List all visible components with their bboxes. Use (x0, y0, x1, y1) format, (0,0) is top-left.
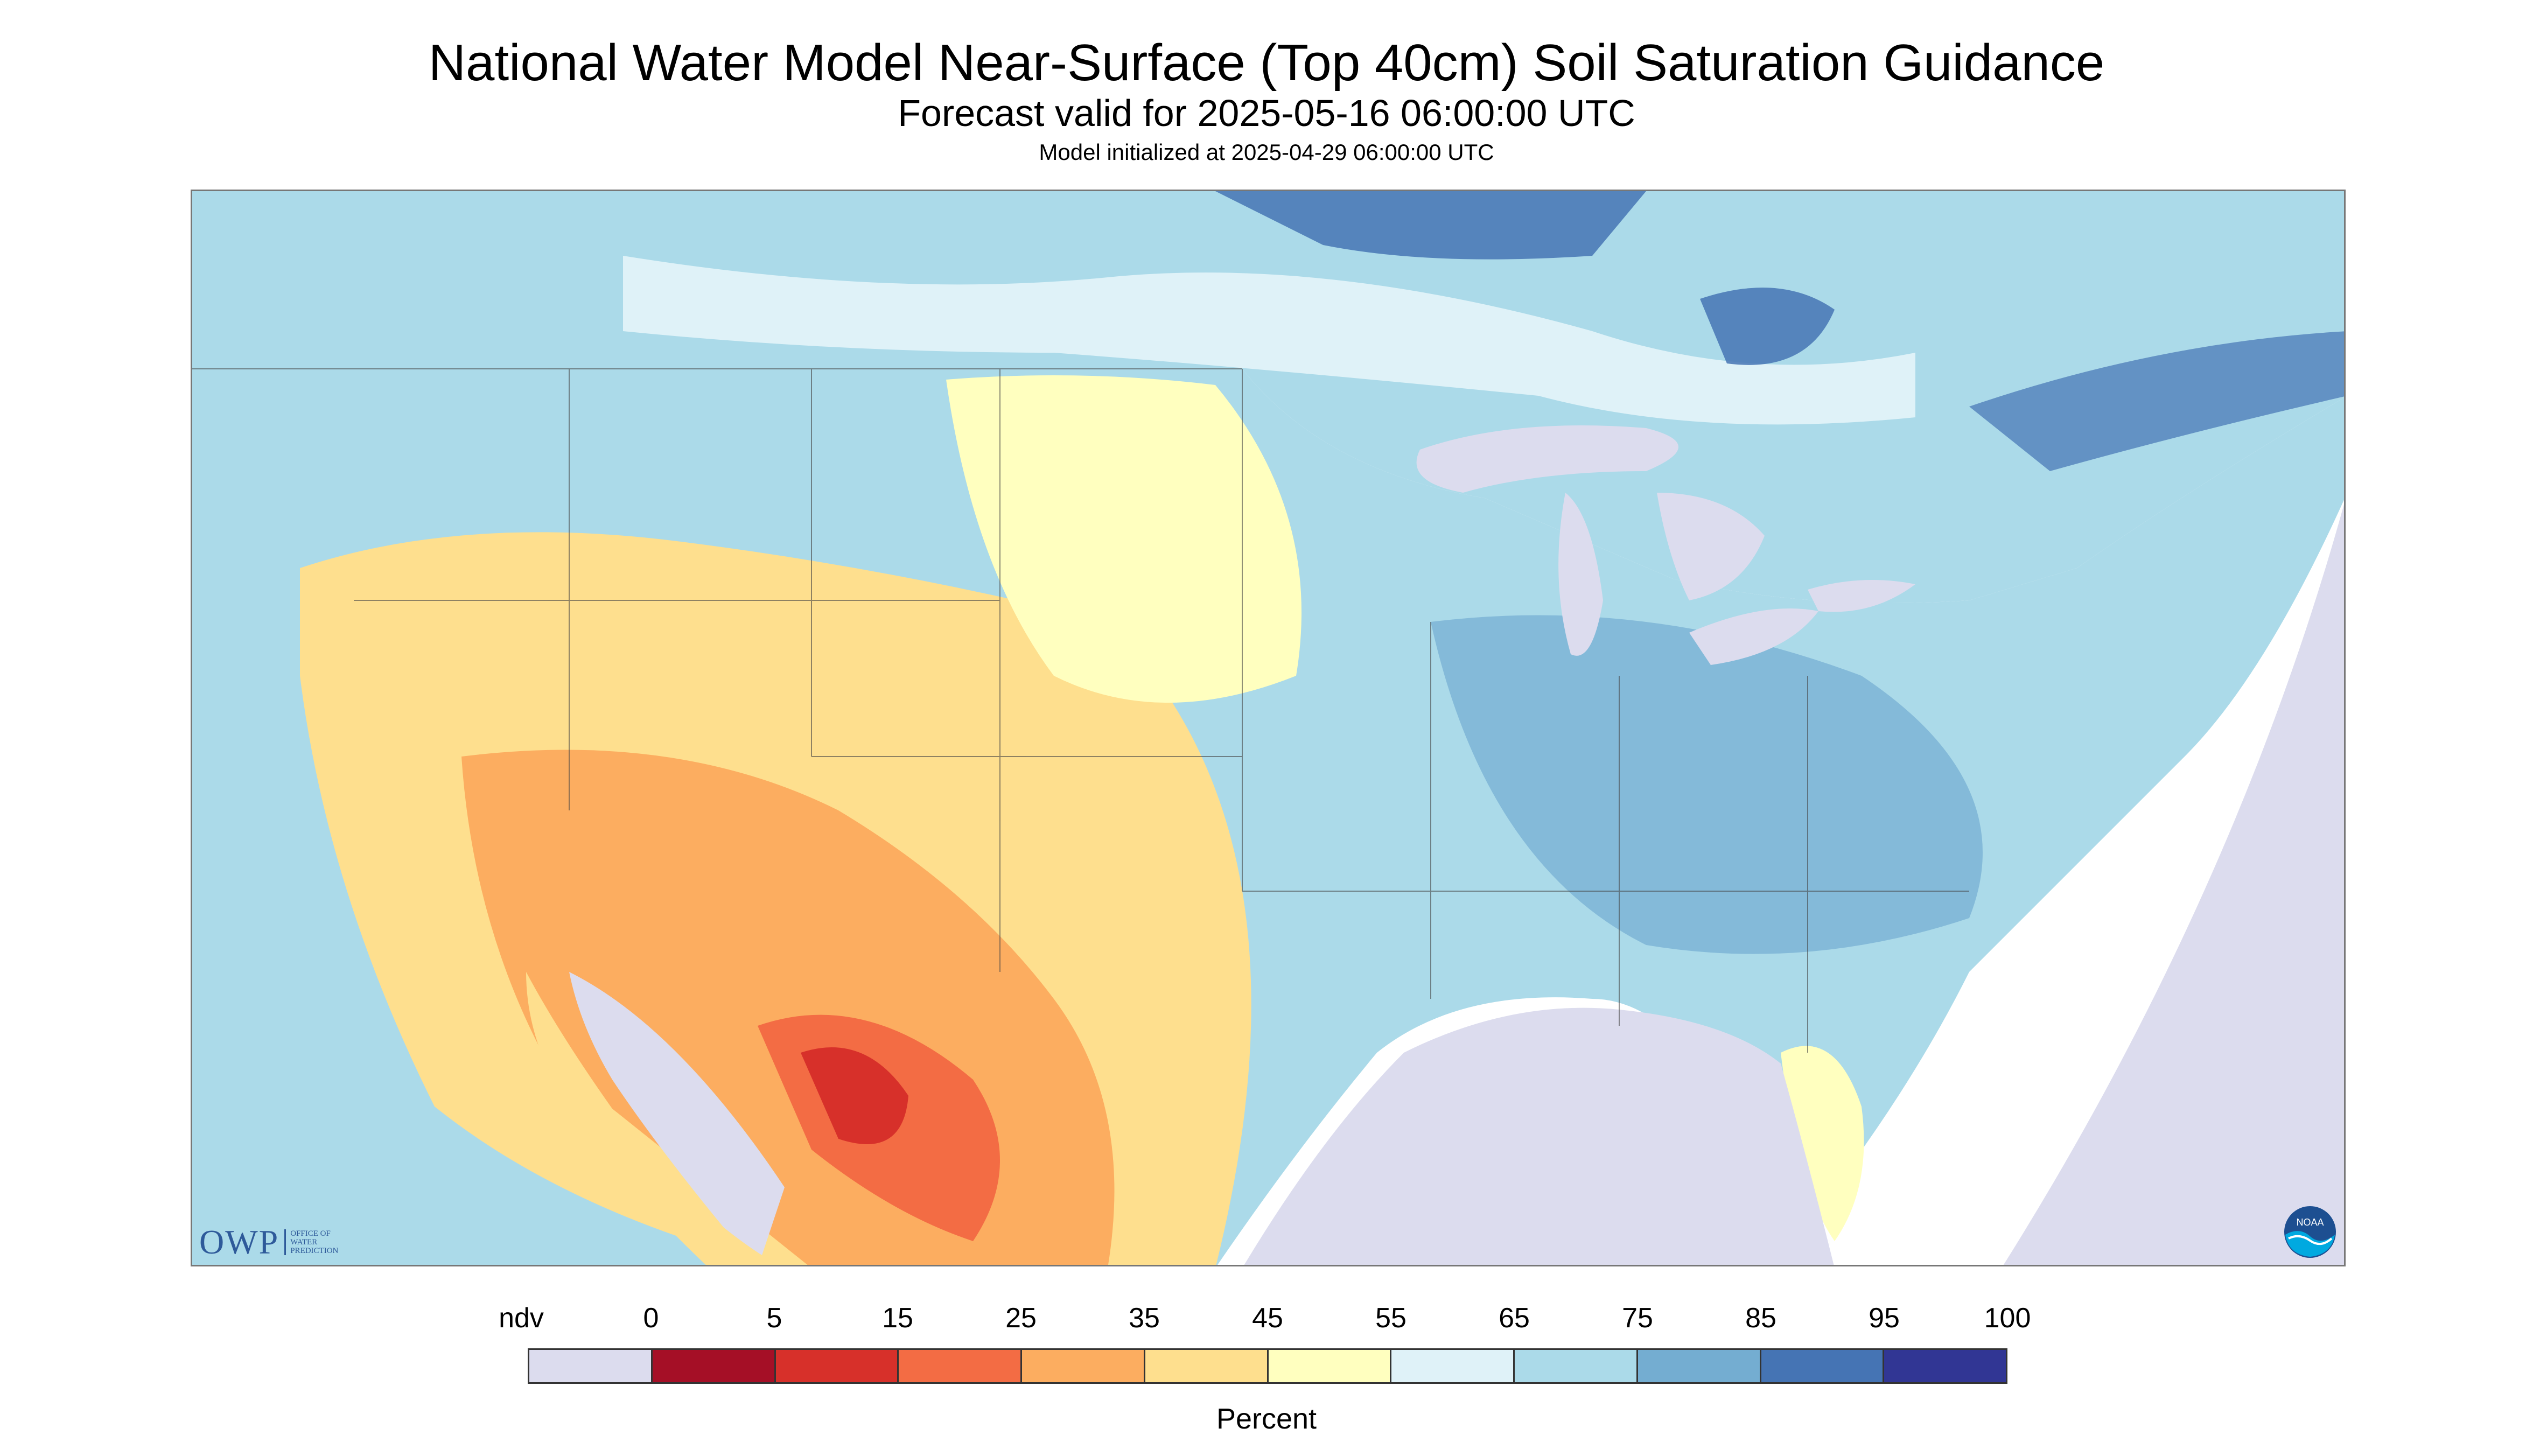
legend-unit-label: Percent (1216, 1403, 1317, 1435)
legend-tick-label: ndv (499, 1303, 544, 1334)
legend-swatch (1268, 1350, 1392, 1382)
legend-tick-label: 35 (1129, 1303, 1160, 1334)
legend-tick-label: 25 (1005, 1303, 1037, 1334)
owp-sub-line-1: OFFICE OF (290, 1229, 331, 1238)
gulf-of-california (569, 972, 785, 1265)
legend-swatch (1145, 1350, 1269, 1382)
noaa-logo-text: NOAA (2296, 1217, 2324, 1228)
legend-swatch (1391, 1350, 1515, 1382)
legend-tick-label: 5 (766, 1303, 782, 1334)
east-mid-blue (1431, 615, 1983, 954)
map-canvas (192, 191, 2344, 1265)
legend-tick-label: 100 (1984, 1303, 2031, 1334)
map-title: National Water Model Near-Surface (Top 4… (428, 34, 2105, 92)
legend-swatch (1884, 1350, 2006, 1382)
legend-tick-label: 85 (1745, 1303, 1776, 1334)
quebec-dark-band (1969, 331, 2344, 471)
legend-tick-label: 75 (1622, 1303, 1653, 1334)
model-init-time: Model initialized at 2025-04-29 06:00:00… (1039, 139, 1494, 165)
state-borders (192, 368, 1969, 1053)
nodata-region-east (2003, 191, 2344, 1265)
soil-saturation-map[interactable] (191, 190, 2346, 1266)
ontario-dark-patch (1700, 288, 1835, 365)
legend-swatch (1515, 1350, 1638, 1382)
legend-swatch (775, 1350, 899, 1382)
lake-michigan (1558, 493, 1603, 656)
legend-tick-label: 95 (1869, 1303, 1900, 1334)
legend-swatch (1638, 1350, 1761, 1382)
owp-logo: OWP OFFICE OF WATER PREDICTION (199, 1223, 338, 1261)
owp-sub-line-3: PREDICTION (290, 1247, 339, 1255)
gulf-of-mexico (1244, 1007, 1834, 1265)
legend-swatch (529, 1350, 653, 1382)
legend-swatch (1022, 1350, 1145, 1382)
owp-sub-line-2: WATER (290, 1238, 318, 1247)
forecast-valid-time: Forecast valid for 2025-05-16 06:00:00 U… (898, 92, 1635, 134)
owp-logo-text: OWP (199, 1223, 279, 1261)
owp-logo-subtext: OFFICE OF WATER PREDICTION (284, 1229, 338, 1255)
color-legend-bar (528, 1348, 2007, 1384)
legend-swatch (899, 1350, 1022, 1382)
legend-swatch (652, 1350, 776, 1382)
lake-ontario (1808, 580, 1915, 612)
legend-tick-label: 55 (1375, 1303, 1407, 1334)
lake-superior (1416, 425, 1678, 493)
lake-huron (1657, 493, 1765, 600)
legend-tick-label: 45 (1252, 1303, 1283, 1334)
sonora-darkest-red (801, 1047, 908, 1144)
plains-yellow (946, 375, 1302, 703)
legend-tick-label: 15 (882, 1303, 913, 1334)
legend-swatch (1761, 1350, 1885, 1382)
legend-tick-label: 0 (643, 1303, 659, 1334)
noaa-logo-icon: NOAA (2284, 1206, 2336, 1258)
canada-light-band (623, 256, 1915, 425)
lake-erie (1689, 608, 1818, 665)
canada-dark-patch (1215, 191, 1646, 260)
baja-peninsula (526, 972, 779, 1265)
florida-yellow (1781, 1046, 1864, 1241)
legend-tick-label: 65 (1499, 1303, 1530, 1334)
